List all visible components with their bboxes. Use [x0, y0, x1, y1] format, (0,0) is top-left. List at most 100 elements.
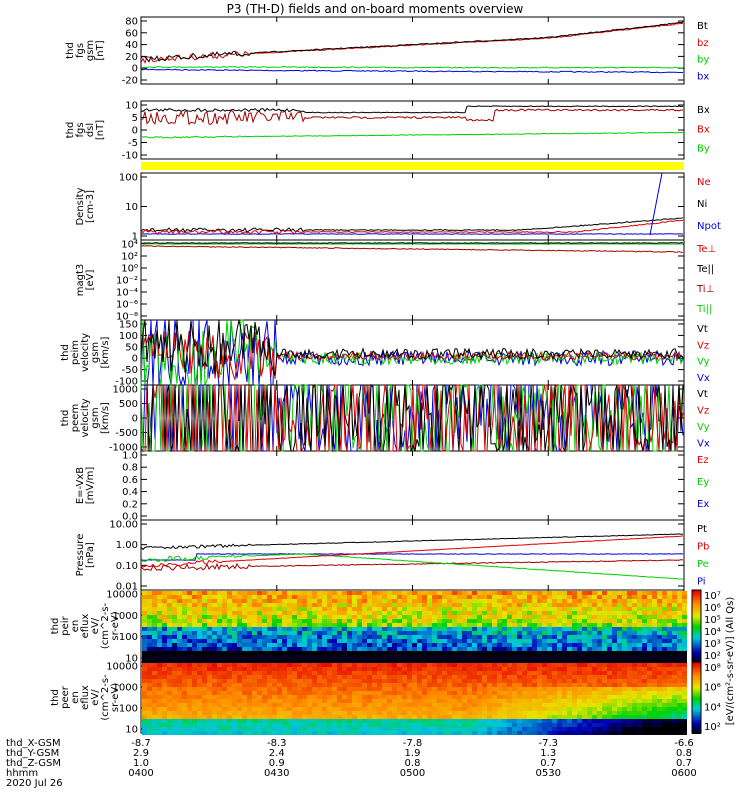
x-row-value: 0600 — [671, 768, 696, 779]
spectro-cell — [432, 623, 437, 627]
spectro-cell — [322, 695, 327, 699]
spectro-cell — [547, 591, 552, 595]
spectro-cell — [602, 699, 607, 703]
spectro-cell — [447, 603, 452, 607]
x-row-value: 2.4 — [269, 748, 285, 759]
spectro-cell — [277, 631, 282, 635]
spectro-cell — [277, 707, 282, 711]
spectro-cell — [412, 703, 417, 707]
spectro-cell — [212, 687, 217, 691]
spectro-cell — [282, 723, 287, 727]
spectro-cell — [477, 643, 482, 647]
spectro-cell — [422, 671, 427, 675]
spectro-cell — [497, 603, 502, 607]
spectro-cell — [377, 619, 382, 623]
spectro-cell — [337, 683, 342, 687]
spectro-cell — [557, 639, 562, 643]
spectro-cell — [597, 659, 602, 663]
spectro-cell — [437, 691, 442, 695]
spectro-cell — [252, 723, 257, 727]
spectro-cell — [367, 683, 372, 687]
spectro-cell — [332, 707, 337, 711]
spectro-cell — [337, 643, 342, 647]
spectro-cell — [572, 635, 577, 639]
spectro-cell — [277, 647, 282, 651]
spectro-cell — [522, 723, 527, 727]
spectro-cell — [277, 623, 282, 627]
spectro-cell — [267, 731, 272, 735]
spectro-cell — [207, 619, 212, 623]
spectro-cell — [272, 615, 277, 619]
spectro-cell — [642, 719, 647, 723]
spectro-cell — [447, 651, 452, 655]
spectro-cell — [502, 711, 507, 715]
series-bx-red — [140, 108, 684, 126]
spectro-cell — [162, 671, 167, 675]
spectro-cell — [657, 647, 662, 651]
colorbar-step — [692, 634, 701, 636]
colorbar-step — [692, 648, 701, 650]
spectro-cell — [572, 655, 577, 659]
spectro-cell — [242, 663, 247, 667]
spectro-cell — [357, 639, 362, 643]
spectro-cell — [362, 719, 367, 723]
spectro-cell — [417, 711, 422, 715]
spectro-cell — [142, 715, 147, 719]
spectro-cell — [247, 623, 252, 627]
spectro-cell — [592, 611, 597, 615]
spectro-cell — [487, 671, 492, 675]
spectro-cell — [632, 679, 637, 683]
spectro-cell — [677, 679, 682, 683]
spectro-cell — [217, 683, 222, 687]
spectro-cell — [312, 699, 317, 703]
spectro-cell — [577, 611, 582, 615]
spectro-cell — [492, 719, 497, 723]
spectro-cell — [417, 691, 422, 695]
spectro-cell — [592, 723, 597, 727]
spectro-cell — [437, 663, 442, 667]
spectro-cell — [547, 631, 552, 635]
spectro-cell — [412, 619, 417, 623]
spectro-cell — [487, 703, 492, 707]
spectro-cell — [192, 619, 197, 623]
spectro-cell — [467, 651, 472, 655]
spectro-cell — [222, 699, 227, 703]
spectro-cell — [447, 699, 452, 703]
spectro-cell — [177, 643, 182, 647]
y-axis-label: sr-eV) — [110, 683, 121, 712]
spectro-cell — [332, 727, 337, 731]
legend-vt-0: Vt — [697, 389, 708, 400]
spectro-cell — [467, 663, 472, 667]
spectro-cell — [547, 675, 552, 679]
spectro-cell — [237, 715, 242, 719]
spectro-cell — [372, 659, 377, 663]
spectro-cell — [157, 627, 162, 631]
spectro-cell — [177, 715, 182, 719]
x-row-value: -7.8 — [403, 738, 423, 749]
panel-frame — [140, 519, 685, 591]
spectro-cell — [167, 679, 172, 683]
spectro-cell — [362, 643, 367, 647]
spectro-cell — [167, 655, 172, 659]
spectro-cell — [667, 671, 672, 675]
spectro-cell — [497, 635, 502, 639]
spectro-cell — [382, 711, 387, 715]
spectro-cell — [462, 627, 467, 631]
spectro-cell — [667, 663, 672, 667]
spectro-cell — [427, 671, 432, 675]
spectro-cell — [417, 619, 422, 623]
y-axis-label: en — [70, 691, 81, 704]
spectro-cell — [217, 675, 222, 679]
spectro-cell — [632, 627, 637, 631]
spectro-cell — [532, 703, 537, 707]
spectro-cell — [362, 671, 367, 675]
y-tick-label: 0 — [132, 126, 138, 137]
colorbar-step — [692, 594, 701, 596]
spectro-cell — [457, 675, 462, 679]
spectro-cell — [457, 667, 462, 671]
spectro-cell — [387, 667, 392, 671]
series-ne — [140, 219, 684, 235]
spectro-cell — [657, 619, 662, 623]
spectro-cell — [222, 683, 227, 687]
spectro-cell — [557, 635, 562, 639]
